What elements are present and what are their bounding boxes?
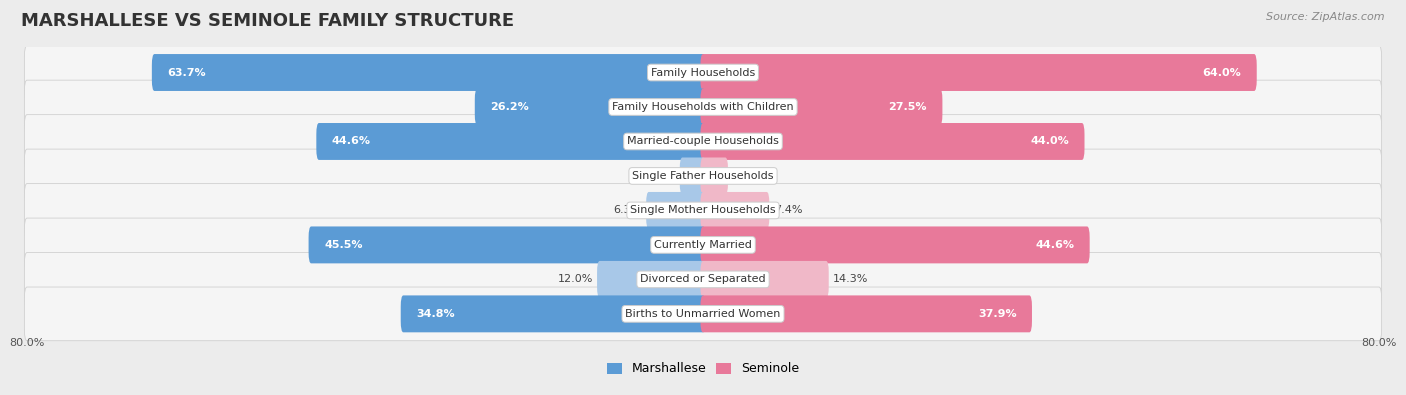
- Text: 37.9%: 37.9%: [977, 309, 1017, 319]
- FancyBboxPatch shape: [24, 287, 1382, 341]
- Text: Currently Married: Currently Married: [654, 240, 752, 250]
- Text: 34.8%: 34.8%: [416, 309, 456, 319]
- Text: 26.2%: 26.2%: [491, 102, 529, 112]
- Text: 12.0%: 12.0%: [557, 275, 593, 284]
- FancyBboxPatch shape: [24, 218, 1382, 272]
- Text: 27.5%: 27.5%: [889, 102, 927, 112]
- Text: Births to Unmarried Women: Births to Unmarried Women: [626, 309, 780, 319]
- FancyBboxPatch shape: [700, 54, 1257, 91]
- Text: Divorced or Separated: Divorced or Separated: [640, 275, 766, 284]
- FancyBboxPatch shape: [24, 149, 1382, 203]
- Text: Single Father Households: Single Father Households: [633, 171, 773, 181]
- Text: 14.3%: 14.3%: [832, 275, 869, 284]
- Text: 44.0%: 44.0%: [1031, 136, 1069, 147]
- Text: Source: ZipAtlas.com: Source: ZipAtlas.com: [1267, 12, 1385, 22]
- FancyBboxPatch shape: [700, 295, 1032, 332]
- Text: 44.6%: 44.6%: [332, 136, 371, 147]
- FancyBboxPatch shape: [700, 192, 769, 229]
- FancyBboxPatch shape: [24, 46, 1382, 100]
- Text: 63.7%: 63.7%: [167, 68, 205, 77]
- FancyBboxPatch shape: [598, 261, 706, 298]
- FancyBboxPatch shape: [700, 226, 1090, 263]
- Text: 6.3%: 6.3%: [613, 205, 643, 215]
- Text: Family Households with Children: Family Households with Children: [612, 102, 794, 112]
- FancyBboxPatch shape: [700, 88, 942, 126]
- Text: 2.4%: 2.4%: [647, 171, 675, 181]
- Text: Family Households: Family Households: [651, 68, 755, 77]
- Text: 45.5%: 45.5%: [323, 240, 363, 250]
- FancyBboxPatch shape: [700, 123, 1084, 160]
- Text: MARSHALLESE VS SEMINOLE FAMILY STRUCTURE: MARSHALLESE VS SEMINOLE FAMILY STRUCTURE: [21, 12, 515, 30]
- FancyBboxPatch shape: [316, 123, 706, 160]
- Text: Single Mother Households: Single Mother Households: [630, 205, 776, 215]
- FancyBboxPatch shape: [24, 80, 1382, 134]
- FancyBboxPatch shape: [401, 295, 706, 332]
- FancyBboxPatch shape: [152, 54, 706, 91]
- FancyBboxPatch shape: [308, 226, 706, 263]
- FancyBboxPatch shape: [24, 184, 1382, 237]
- Text: 2.6%: 2.6%: [733, 171, 761, 181]
- Text: 80.0%: 80.0%: [1361, 338, 1396, 348]
- Text: 64.0%: 64.0%: [1202, 68, 1241, 77]
- FancyBboxPatch shape: [647, 192, 706, 229]
- FancyBboxPatch shape: [679, 158, 706, 194]
- FancyBboxPatch shape: [475, 88, 706, 126]
- Legend: Marshallese, Seminole: Marshallese, Seminole: [602, 357, 804, 380]
- FancyBboxPatch shape: [24, 252, 1382, 306]
- Text: 44.6%: 44.6%: [1035, 240, 1074, 250]
- Text: Married-couple Households: Married-couple Households: [627, 136, 779, 147]
- Text: 80.0%: 80.0%: [10, 338, 45, 348]
- Text: 7.4%: 7.4%: [773, 205, 801, 215]
- FancyBboxPatch shape: [24, 115, 1382, 168]
- FancyBboxPatch shape: [700, 158, 728, 194]
- FancyBboxPatch shape: [700, 261, 828, 298]
